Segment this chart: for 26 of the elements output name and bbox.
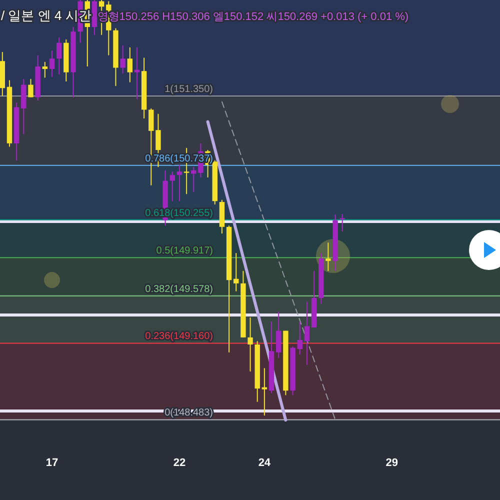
candlestick <box>28 78 34 98</box>
candlestick <box>176 164 182 202</box>
candlestick <box>248 316 253 372</box>
candlestick <box>134 46 140 100</box>
candlestick <box>42 61 48 78</box>
candlestick <box>304 301 310 366</box>
candlestick <box>21 78 26 135</box>
candlestick <box>326 242 331 272</box>
x-tick-label: 29 <box>386 457 398 469</box>
candlestick <box>262 368 268 416</box>
x-tick-label: 17 <box>46 457 58 469</box>
x-tick-label: 24 <box>258 457 272 469</box>
annotation: 0.5(149.917) <box>156 246 213 257</box>
candlestick <box>234 252 239 292</box>
annotation: 0.382(149.578) <box>145 284 213 295</box>
candlestick <box>49 50 55 78</box>
candlestick <box>340 214 345 232</box>
annotation: 0.236(149.160) <box>145 331 213 342</box>
annotation: 1(151.350) <box>164 84 213 95</box>
candlestick <box>297 321 302 355</box>
candlestick <box>127 46 132 83</box>
candlestick <box>56 36 62 75</box>
candlestick <box>170 171 175 202</box>
x-tick-label: 22 <box>173 457 186 469</box>
candlestick <box>120 44 126 74</box>
candlestick <box>276 311 282 358</box>
